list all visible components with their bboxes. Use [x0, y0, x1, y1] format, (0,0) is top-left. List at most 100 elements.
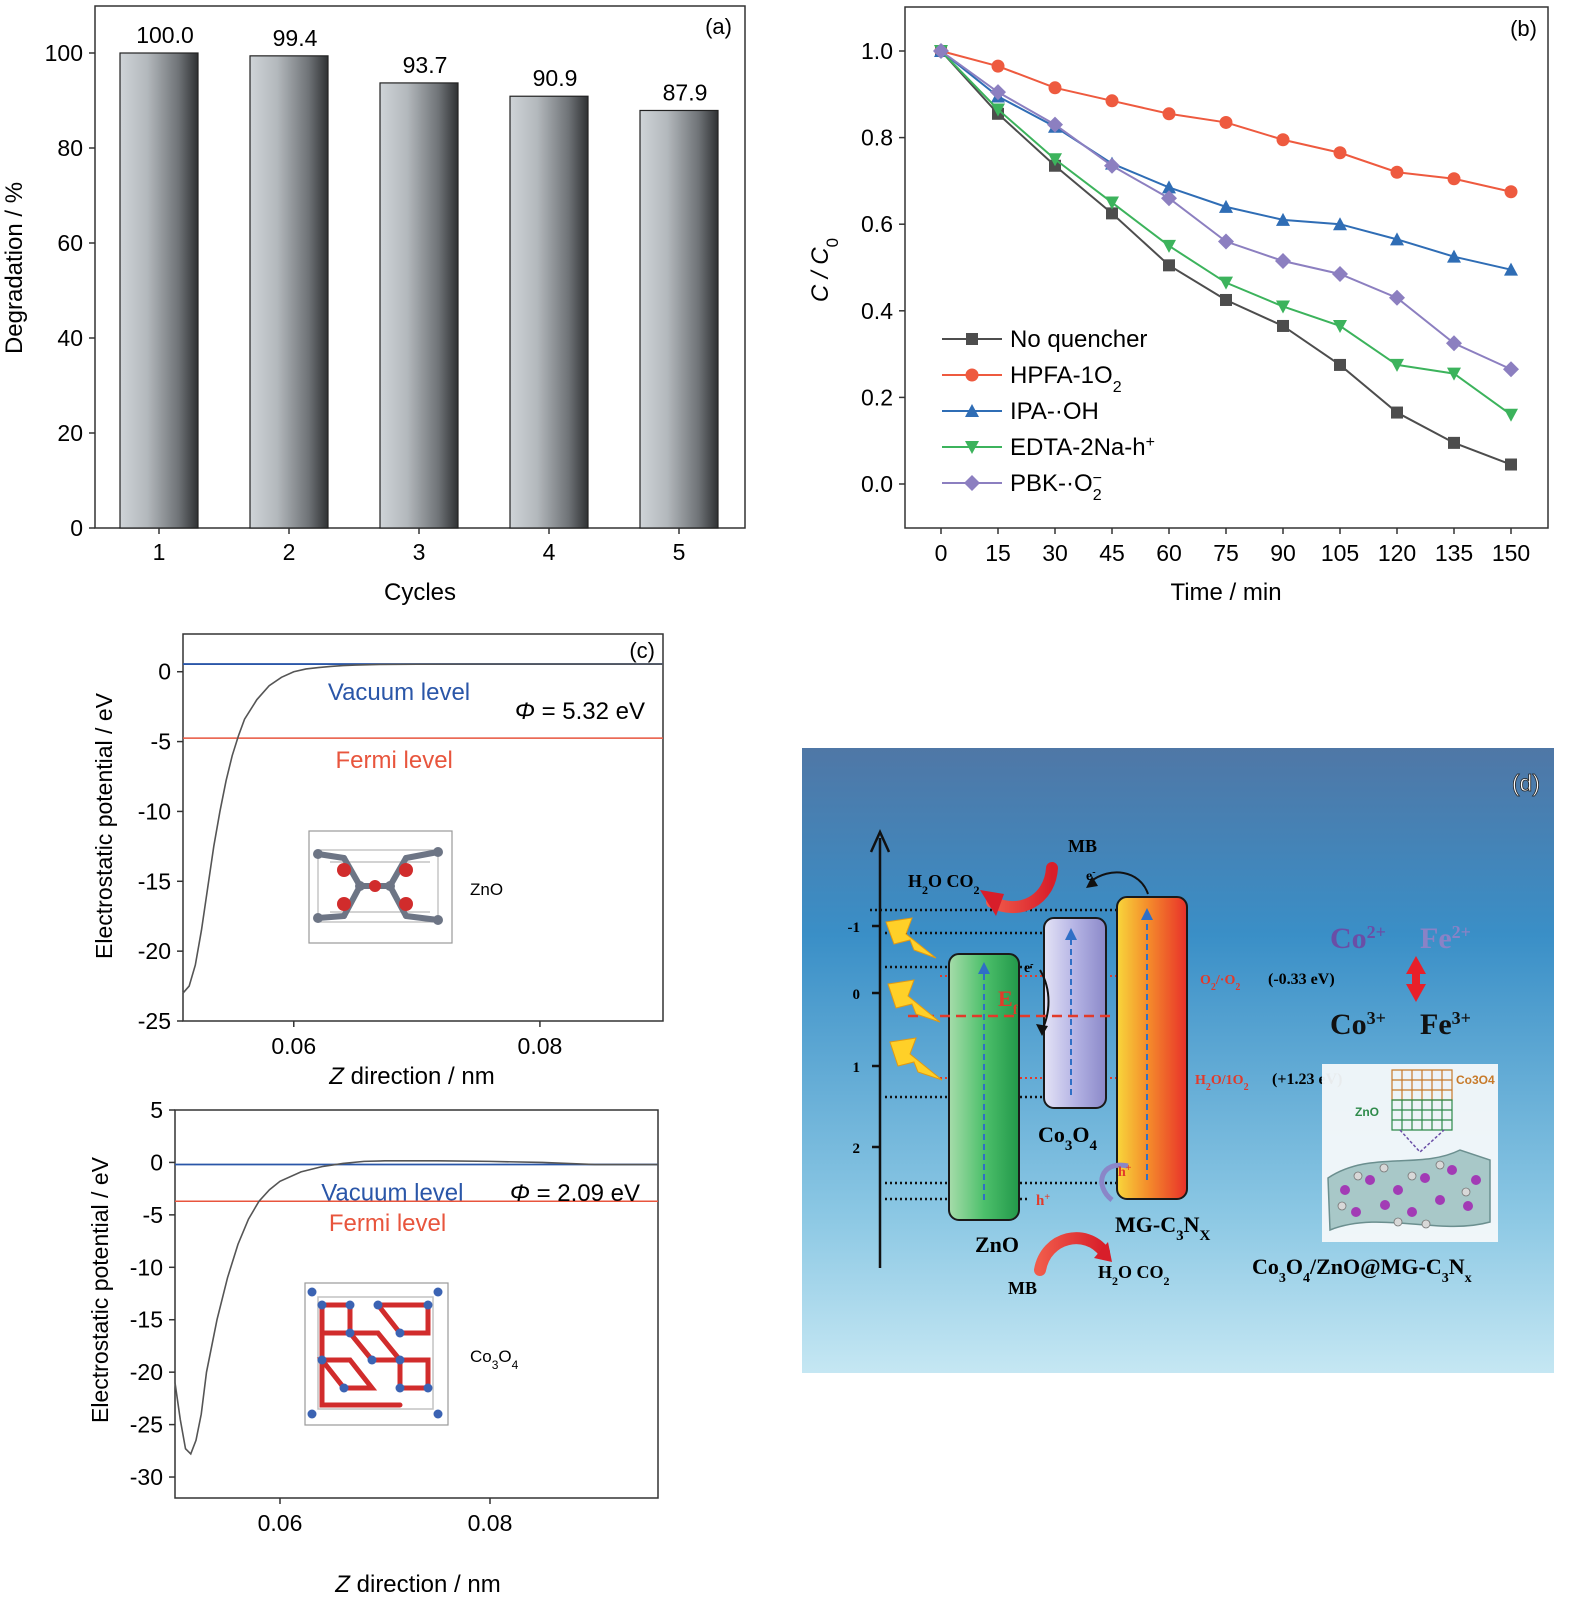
redox-cycle-arrow — [1406, 956, 1426, 1002]
energy-tick-2: 2 — [853, 1141, 861, 1157]
bar — [509, 95, 589, 529]
data-point — [1106, 207, 1118, 220]
y-tick-label: -20 — [130, 1359, 163, 1385]
bar-value-label: 87.9 — [663, 79, 708, 105]
fe2-ion-label: Fe2+ — [1420, 922, 1471, 955]
x-tick-label: 45 — [1099, 540, 1125, 566]
composite-label: Co3O4/ZnO@MG-C3Nx — [1252, 1254, 1472, 1286]
y-axis-label: Electrostatic potential / eV — [87, 1156, 113, 1423]
fermi-level-label: Fermi level — [329, 1210, 446, 1237]
bar-value-label: 100.0 — [136, 22, 194, 48]
plot-frame — [174, 1109, 659, 1499]
x-tick-label: 4 — [543, 539, 556, 565]
data-point — [1105, 94, 1119, 108]
inset-zno-label: ZnO — [1355, 1105, 1379, 1119]
bar — [119, 52, 199, 529]
panel-label-c: (c) — [629, 638, 655, 663]
y-tick-label: -30 — [130, 1464, 163, 1490]
h2o-co2-bottom-label: H2O CO2 — [1098, 1262, 1170, 1288]
work-function-label: Φ = 5.32 eV — [515, 698, 645, 725]
hole-transfer-arrow — [1099, 1162, 1129, 1202]
y-axis-label: C / C0 — [807, 238, 842, 302]
data-point — [964, 475, 980, 491]
y-tick-label: 0.4 — [861, 298, 893, 324]
zno-band-label: ZnO — [975, 1232, 1019, 1257]
line-chart-panel-b: 0 15 30 45 60 75 90 105 120 135 150 0.0 0.2 0.4 0.6 0.8… — [807, 6, 1549, 606]
y-tick-label: 0 — [158, 659, 171, 685]
bar-value-label: 90.9 — [533, 65, 578, 91]
data-point — [1390, 232, 1404, 246]
y-tick-label: -5 — [151, 729, 171, 755]
energy-tick-1: 1 — [853, 1060, 861, 1076]
o2-redox-value: (-0.33 eV) — [1268, 971, 1335, 988]
legend-label: No quencher — [1010, 326, 1147, 353]
data-point — [1332, 265, 1348, 282]
data-point — [1163, 259, 1175, 272]
series-1 — [934, 44, 1518, 199]
work-function-label: Φ = 2.09 eV — [510, 1180, 640, 1207]
electron-transfer-arrow-mid — [1039, 969, 1050, 1031]
e-minus-top-label: e- — [1086, 867, 1096, 885]
data-point — [990, 84, 1006, 101]
x-tick-label: 0.06 — [271, 1033, 316, 1059]
electron-transfer-arrow-top — [1089, 871, 1149, 895]
data-point — [1276, 300, 1290, 314]
bar — [639, 109, 719, 529]
data-point — [1389, 289, 1405, 306]
y-tick-label: 100 — [45, 40, 83, 66]
data-point — [1448, 436, 1460, 449]
x-tick-label: 0 — [935, 540, 948, 566]
potential-curve — [174, 1160, 658, 1456]
bar — [379, 82, 459, 529]
legend-label: EDTA-2Na-h+ — [1010, 434, 1155, 462]
plot-frame — [904, 6, 1549, 529]
y-tick-label: 0.8 — [861, 125, 893, 151]
panel-label-b: (b) — [1510, 16, 1537, 41]
y-tick-label: -15 — [130, 1307, 163, 1333]
legend-label: PBK-·O2− — [1010, 470, 1102, 504]
excitation-arrowheads — [978, 908, 1153, 974]
fermi-level-label: Fermi level — [336, 747, 453, 774]
data-point — [1275, 253, 1291, 270]
vacuum-level-label: Vacuum level — [328, 679, 470, 706]
legend-label: HPFA-1O2 — [1010, 362, 1122, 396]
data-point — [1447, 172, 1461, 186]
x-tick-label: 75 — [1213, 540, 1239, 566]
bar — [249, 55, 329, 529]
co3o4-band-label: Co3O4 — [1038, 1122, 1098, 1154]
excitation-arrows — [983, 918, 1148, 1200]
bar-value-label: 93.7 — [403, 52, 448, 78]
data-point — [1334, 358, 1346, 371]
data-point — [1219, 199, 1233, 213]
data-point — [1447, 249, 1461, 263]
data-point — [1048, 81, 1062, 95]
data-point — [1218, 233, 1234, 250]
plot-frame — [182, 633, 664, 1022]
data-point — [1390, 358, 1404, 372]
x-tick-label: 1 — [153, 539, 166, 565]
data-point — [1504, 185, 1518, 199]
data-point — [1276, 133, 1290, 147]
x-tick-label: 3 — [413, 539, 426, 565]
x-tick-label: 30 — [1042, 540, 1068, 566]
y-tick-label: 0.6 — [861, 211, 893, 237]
data-point — [1105, 196, 1119, 210]
y-tick-label: 1.0 — [861, 38, 893, 64]
data-point — [1220, 293, 1232, 306]
data-point — [965, 441, 979, 454]
vacuum-level-label: Vacuum level — [321, 1180, 463, 1207]
mechanism-diagram-panel-d: (d) -1 0 1 2 — [802, 748, 1554, 1373]
y-tick-label: -10 — [130, 1254, 163, 1280]
ef-label: Ef — [998, 986, 1018, 1018]
x-tick-label: 0.08 — [468, 1510, 513, 1536]
co3-ion-label: Co3+ — [1330, 1008, 1386, 1041]
mgcn-band — [1116, 896, 1188, 1200]
data-point — [1047, 116, 1063, 133]
potential-chart-co3o4: 5 0 -5 -10 -15 -20 -25 -30 0.06 0.08 Vacuum level F… — [87, 1097, 659, 1598]
y-tick-label: 5 — [150, 1097, 163, 1123]
x-tick-label: 120 — [1378, 540, 1416, 566]
x-tick-label: 105 — [1321, 540, 1359, 566]
data-point — [1276, 212, 1290, 226]
x-tick-label: 135 — [1435, 540, 1473, 566]
data-point — [1277, 319, 1289, 332]
